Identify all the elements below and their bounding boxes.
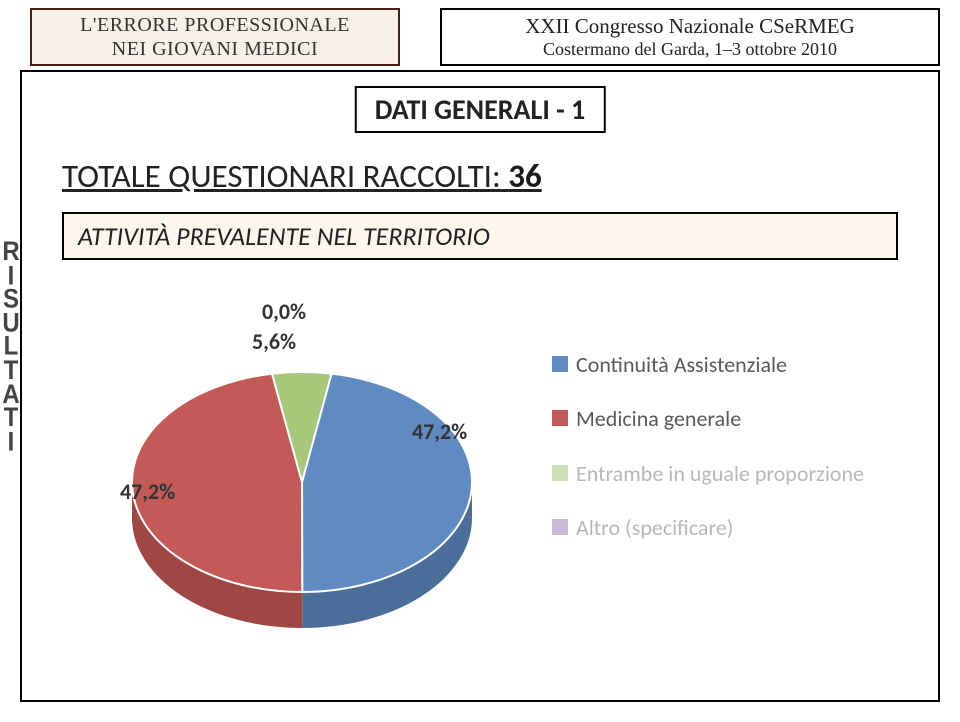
header-right-line1: XXII Congresso Nazionale CSeRMEG: [525, 14, 855, 39]
pie-svg: [112, 302, 492, 622]
legend: Continuità Assistenziale Medicina general…: [552, 352, 864, 570]
pie-pct-label: 5,6%: [252, 328, 296, 355]
section-title: DATI GENERALI - 1: [355, 86, 606, 133]
legend-item: Medicina generale: [552, 406, 864, 432]
legend-label: Entrambe in uguale proporzione: [576, 461, 864, 487]
header-left-box: L'ERRORE PROFESSIONALE NEI GIOVANI MEDIC…: [30, 8, 400, 66]
attivita-box: ATTIVITÀ PREVALENTE NEL TERRITORIO: [62, 212, 898, 260]
legend-label: Medicina generale: [576, 406, 741, 432]
legend-swatch: [552, 356, 568, 372]
legend-swatch: [552, 465, 568, 481]
legend-label: Altro (specificare): [576, 515, 733, 541]
header-left-line1: L'ERRORE PROFESSIONALE: [80, 13, 350, 37]
chart-area: 0,0% 5,6% 47,2% 47,2% Continuità Assistenzi…: [62, 282, 898, 680]
legend-item: Altro (specificare): [552, 515, 864, 541]
legend-swatch: [552, 519, 568, 535]
legend-swatch: [552, 410, 568, 426]
header-left-line2: NEI GIOVANI MEDICI: [112, 37, 318, 61]
main-frame: DATI GENERALI - 1 TOTALE QUESTIONARI RAC…: [20, 70, 940, 702]
pie-pct-label: 47,2%: [120, 478, 175, 505]
pie-pct-label: 47,2%: [412, 418, 467, 445]
pie-pct-label: 0,0%: [262, 298, 306, 325]
questionari-line: TOTALE QUESTIONARI RACCOLTI: 36: [62, 156, 542, 196]
questionari-prefix: TOTALE QUESTIONARI RACCOLTI:: [62, 156, 508, 196]
pie-chart: 0,0%5,6%47,2%47,2%: [112, 302, 492, 622]
header-row: L'ERRORE PROFESSIONALE NEI GIOVANI MEDIC…: [30, 8, 940, 76]
header-right-box: XXII Congresso Nazionale CSeRMEG Costerm…: [440, 8, 940, 66]
legend-item: Continuità Assistenziale: [552, 352, 864, 378]
legend-item: Entrambe in uguale proporzione: [552, 461, 864, 487]
header-right-line2: Costermano del Garda, 1–3 ottobre 2010: [543, 39, 837, 61]
questionari-value: 36: [508, 156, 541, 196]
legend-label: Continuità Assistenziale: [576, 352, 787, 378]
